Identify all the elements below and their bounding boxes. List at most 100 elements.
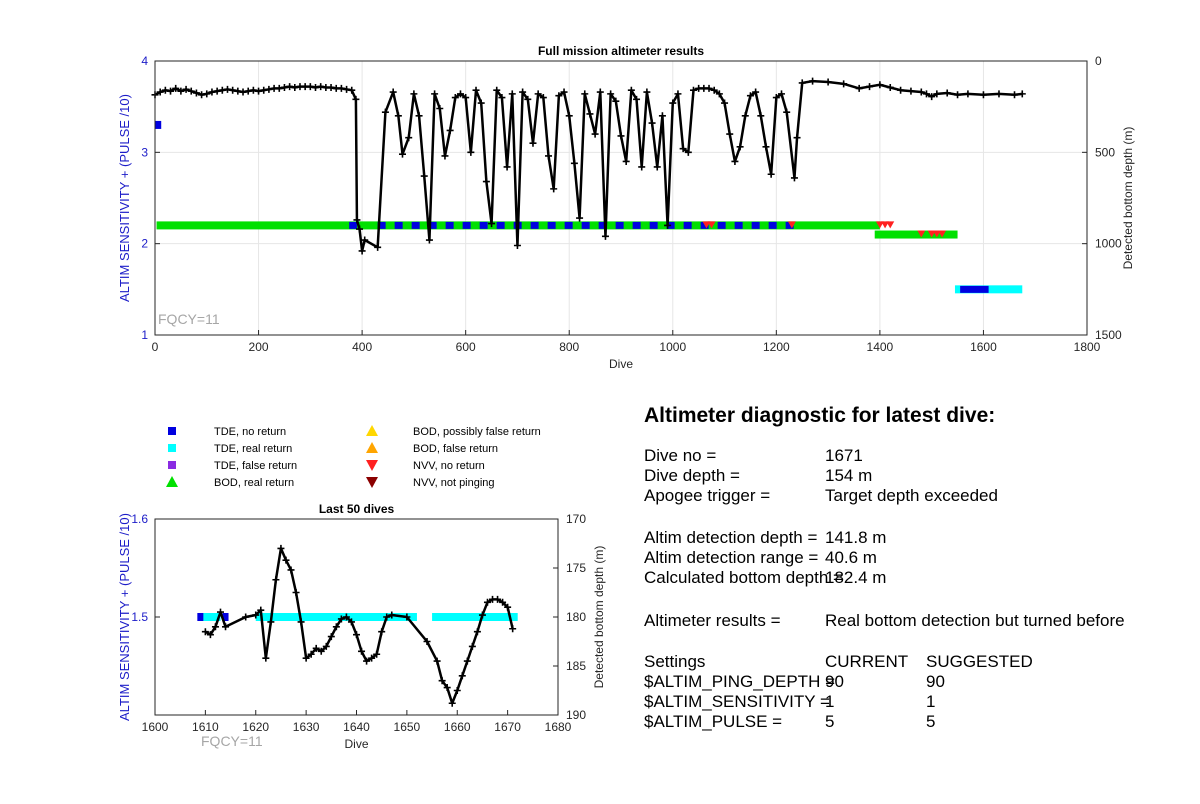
depth-point	[286, 83, 294, 91]
legend-label: TDE, no return	[214, 426, 286, 438]
depth-point	[783, 108, 791, 116]
legend-marker	[366, 460, 378, 471]
depth-point	[383, 613, 391, 621]
x-tick-label: 0	[152, 340, 159, 354]
setting-pulse-name: $ALTIM_PULSE =	[644, 712, 783, 731]
depth-point	[277, 544, 285, 552]
depth-point	[494, 595, 502, 603]
legend-marker	[168, 461, 176, 469]
x-tick-label: 1670	[494, 720, 521, 734]
depth-point	[448, 699, 456, 707]
depth-point	[576, 214, 584, 222]
depth-point	[358, 247, 366, 255]
depth-point	[793, 134, 801, 142]
x-tick-label: 800	[559, 340, 579, 354]
nvv-no-return-marker	[702, 221, 711, 229]
depth-point	[353, 216, 361, 224]
x-tick-label: 1620	[242, 720, 269, 734]
depth-point	[388, 611, 396, 619]
depth-point	[508, 90, 516, 98]
depth-point	[425, 236, 433, 244]
depth-point	[451, 94, 459, 102]
depth-point	[483, 598, 491, 606]
depth-point	[433, 657, 441, 665]
depth-point	[886, 83, 894, 91]
depth-point	[198, 91, 206, 99]
diagnostic-title: Altimeter diagnostic for latest dive:	[644, 404, 996, 427]
y-tick-label: 2	[141, 237, 148, 251]
depth-point	[403, 613, 411, 621]
depth-point	[715, 90, 723, 98]
depth-point	[431, 90, 439, 98]
altim-detection-range-label: Altim detection range =	[644, 548, 819, 567]
depth-point	[244, 87, 252, 95]
depth-point	[499, 598, 507, 606]
depth-point	[352, 95, 360, 103]
x-tick-label: 1610	[192, 720, 219, 734]
depth-point	[353, 631, 360, 639]
depth-point	[928, 93, 936, 101]
depth-point	[897, 86, 905, 94]
setting-ping-depth-suggested: 90	[926, 672, 945, 691]
depth-point	[917, 88, 925, 96]
depth-point	[721, 99, 729, 107]
depth-point	[482, 178, 490, 186]
depth-point	[876, 81, 884, 89]
x-tick-label: 1200	[763, 340, 790, 354]
depth-point	[436, 104, 444, 112]
depth-point	[302, 654, 310, 662]
depth-point	[307, 650, 315, 658]
nvv-no-return-marker	[875, 221, 884, 229]
depth-point	[156, 88, 164, 96]
depth-point	[297, 618, 305, 626]
depth-point	[262, 654, 270, 662]
setting-sensitivity-current: 1	[825, 692, 835, 711]
depth-point	[627, 86, 635, 94]
settings-header-label: Settings	[644, 652, 706, 671]
depth-point	[488, 220, 496, 228]
depth-point	[363, 657, 371, 665]
depth-point	[477, 99, 485, 107]
nvv-no-return-marker	[938, 230, 947, 238]
nvv-no-return-marker	[917, 230, 926, 238]
depth-point	[933, 90, 941, 98]
setting-ping-depth-current: 90	[825, 672, 844, 691]
tde-no-return-marker	[222, 613, 229, 621]
legend-label: TDE, false return	[214, 460, 297, 472]
y-axis-label: ALTIM SENSITIVITY + (PULSE /10)	[117, 513, 132, 721]
depth-point	[257, 606, 265, 614]
marker-band	[200, 613, 221, 621]
depth-point	[736, 143, 744, 151]
depth-point	[348, 86, 356, 94]
depth-point	[539, 94, 547, 102]
depth-point	[840, 80, 848, 88]
depth-point	[218, 86, 226, 94]
depth-point	[513, 241, 521, 249]
depth-point	[622, 157, 630, 165]
nvv-no-return-marker	[707, 221, 716, 229]
y-tick-label: 1.5	[131, 610, 148, 624]
calculated-bottom-depth-label: Calculated bottom depth =	[644, 568, 843, 587]
altim-detection-depth-label: Altim detection depth =	[644, 528, 818, 547]
depth-point	[458, 672, 466, 680]
y-axis-label: ALTIM SENSITIVITY + (PULSE /10)	[117, 94, 132, 302]
x-axis-label: Dive	[609, 357, 633, 371]
depth-point	[187, 87, 195, 95]
depth-point	[596, 88, 604, 96]
depth-point	[643, 88, 651, 96]
depth-point	[420, 172, 428, 180]
depth-point	[291, 83, 299, 91]
legend-label: NVV, no return	[413, 460, 485, 472]
depth-point	[462, 94, 470, 102]
marker-band	[155, 120, 162, 129]
depth-point	[679, 145, 687, 153]
fqcy-annotation: FQCY=11	[158, 311, 220, 327]
altim-detection-depth-value: 141.8 m	[825, 528, 887, 547]
depth-series-line	[204, 547, 514, 705]
depth-point	[943, 89, 951, 97]
depth-point	[653, 163, 661, 171]
apogee-trigger-label: Apogee trigger =	[644, 486, 771, 505]
depth-point	[446, 126, 454, 134]
nvv-no-return-marker	[787, 221, 796, 229]
